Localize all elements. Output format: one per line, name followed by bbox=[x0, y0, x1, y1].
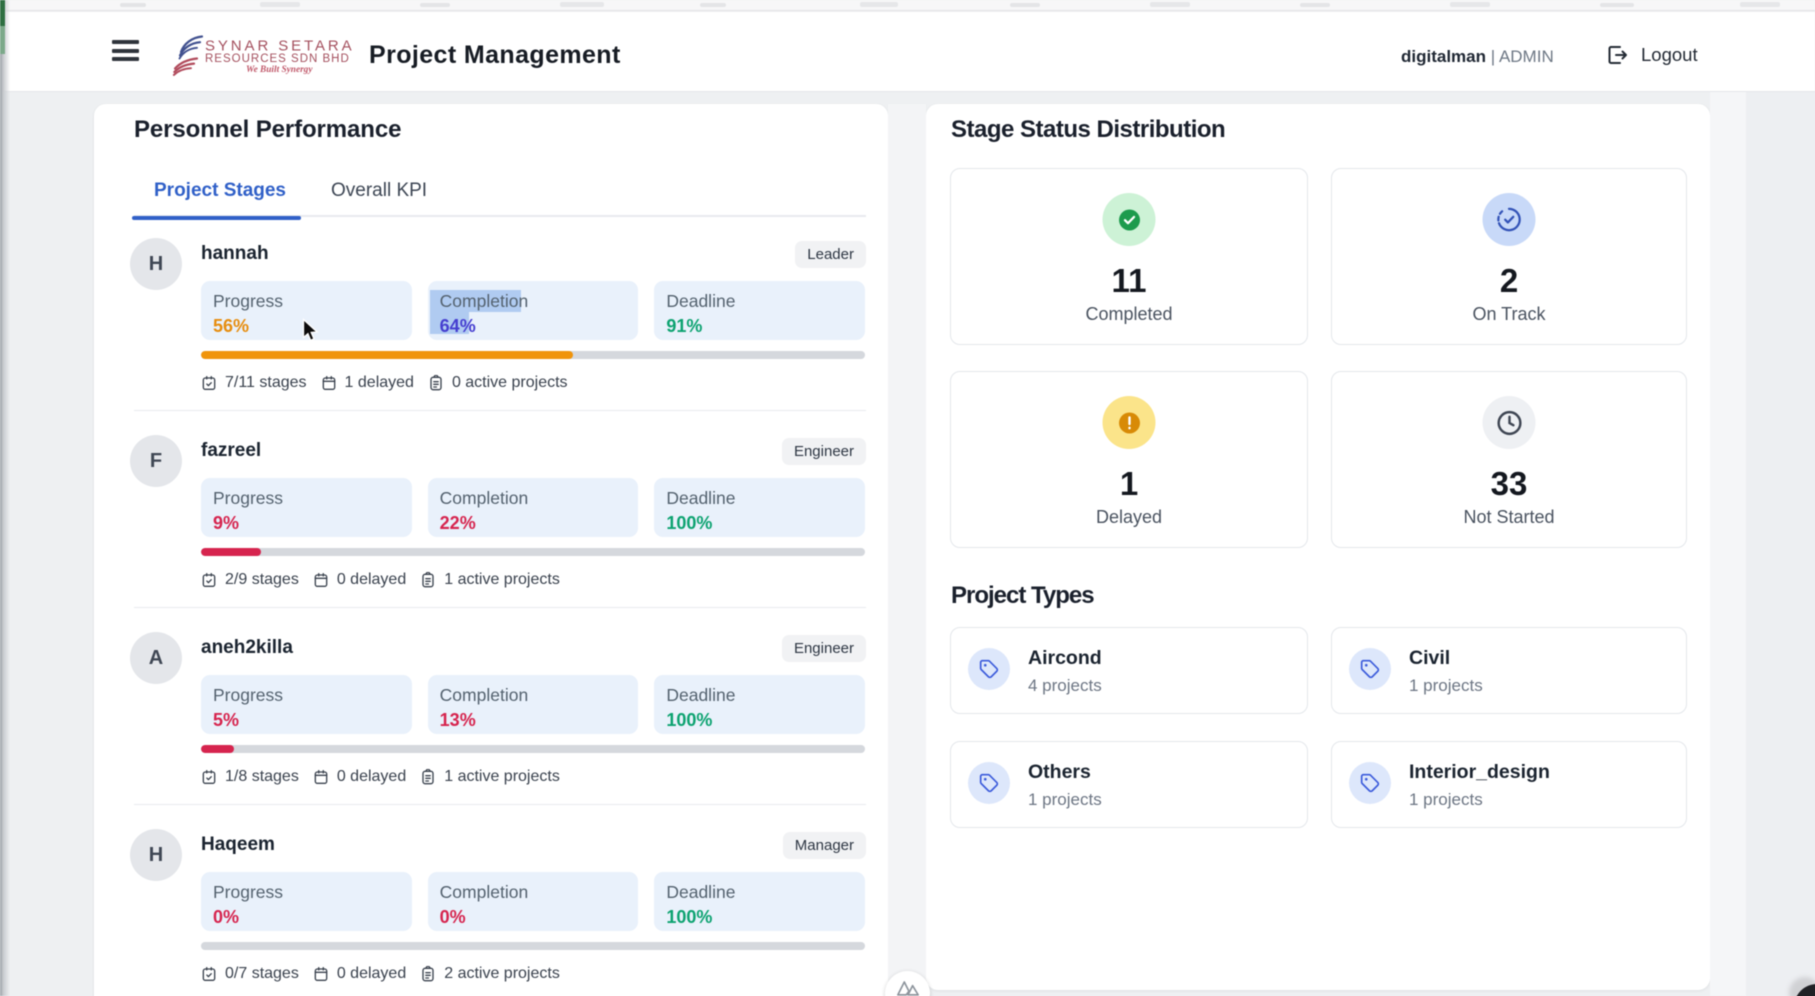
svg-text:SYNAR SETARA: SYNAR SETARA bbox=[205, 38, 355, 55]
svg-text:RESOURCES SDN BHD: RESOURCES SDN BHD bbox=[205, 53, 350, 65]
svg-text:We Built Synergy: We Built Synergy bbox=[246, 65, 313, 75]
